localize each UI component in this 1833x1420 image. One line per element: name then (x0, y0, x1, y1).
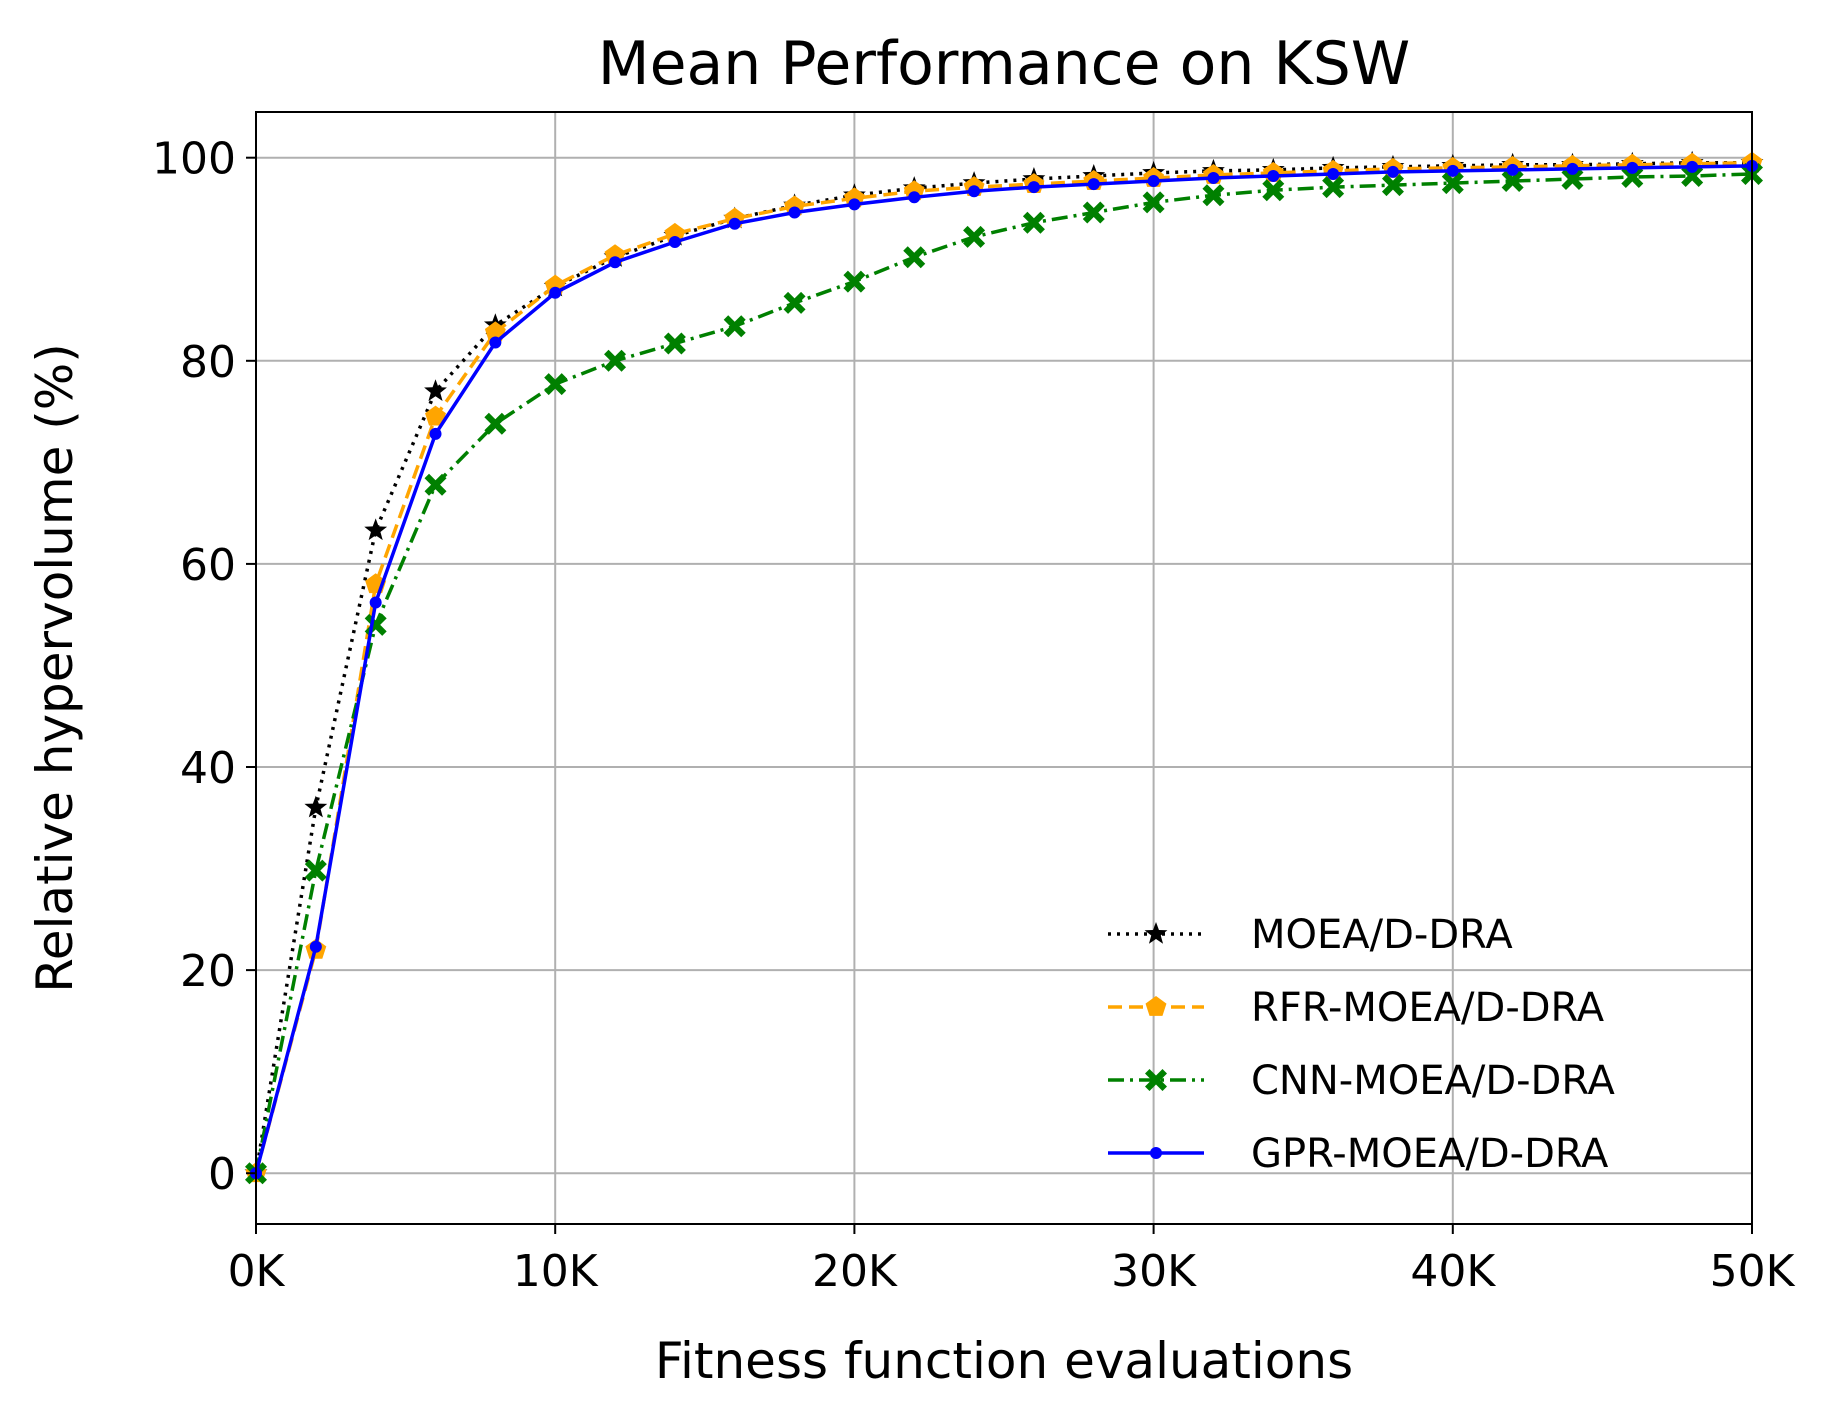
data-point (843, 270, 866, 293)
x-tick-label: 30K (1111, 1246, 1197, 1297)
data-point (484, 412, 507, 435)
data-point (1441, 172, 1464, 195)
x-tick-label: 50K (1710, 1246, 1796, 1297)
legend: MOEA/D-DRA RFR-MOEA/D-DRA CNN-MOEA/D-DRA GP… (1108, 912, 1616, 1177)
data-point (1626, 161, 1639, 174)
legend-marker-star-icon (1144, 922, 1168, 944)
legend-item-moea-d-dra: MOEA/D-DRA (1108, 912, 1513, 958)
y-tick-label: 60 (180, 540, 236, 591)
data-point (968, 185, 981, 198)
data-point (364, 518, 388, 541)
data-point (364, 613, 387, 636)
chart-title: Mean Performance on KSW (598, 29, 1410, 99)
y-tick-label: 80 (180, 337, 236, 388)
data-point (309, 940, 322, 953)
data-point (1142, 191, 1165, 214)
data-point (728, 217, 741, 230)
data-point (1381, 174, 1404, 197)
data-point (963, 225, 986, 248)
data-point (664, 222, 686, 243)
series-line (254, 164, 1753, 1174)
legend-item-gpr-moea-d-dra: GPR-MOEA/D-DRA (1108, 1131, 1609, 1177)
data-point (1501, 170, 1524, 193)
legend-label: RFR-MOEA/D-DRA (1251, 985, 1605, 1031)
data-point (1386, 165, 1399, 178)
x-axis: 0K 10K 20K 30K 40K 50K (228, 1224, 1796, 1297)
legend-label: MOEA/D-DRA (1251, 912, 1513, 958)
legend-item-rfr-moea-d-dra: RFR-MOEA/D-DRA (1108, 985, 1605, 1031)
data-point (425, 405, 446, 426)
data-point (1506, 163, 1519, 176)
series-cnn-moea-d-dra (245, 162, 1763, 1185)
data-point (1267, 169, 1280, 182)
legend-marker-x-filled-icon (1145, 1069, 1167, 1091)
y-axis: 0 20 40 60 80 100 (152, 134, 256, 1200)
legend-label: CNN-MOEA/D-DRA (1251, 1058, 1616, 1104)
data-point (1681, 164, 1704, 187)
data-point (429, 427, 442, 440)
data-point (424, 473, 447, 496)
data-point (424, 379, 447, 401)
legend-marker-pentagon-icon (1145, 996, 1167, 1016)
data-point (1686, 160, 1699, 173)
data-point (369, 596, 382, 609)
data-point (663, 332, 686, 355)
y-axis-label: Relative hypervolume (%) (26, 343, 84, 993)
data-point (788, 206, 801, 219)
legend-item-cnn-moea-d-dra: CNN-MOEA/D-DRA (1108, 1058, 1616, 1104)
x-axis-label: Fitness function evaluations (655, 1332, 1353, 1390)
y-tick-label: 20 (180, 946, 236, 997)
data-point (1082, 201, 1105, 224)
plot-frame (255, 111, 1753, 1225)
x-tick-label: 40K (1410, 1246, 1496, 1297)
data-point (604, 349, 627, 372)
data-point (544, 373, 567, 396)
data-point (1207, 172, 1220, 185)
data-point (1202, 184, 1225, 207)
x-tick-label: 20K (812, 1246, 898, 1297)
data-point (1322, 176, 1345, 199)
data-point (1147, 175, 1160, 188)
y-tick-label: 40 (180, 743, 236, 794)
data-point (783, 291, 806, 314)
data-point (304, 859, 327, 882)
data-point (1327, 167, 1340, 180)
data-point (549, 286, 562, 299)
data-point (1027, 181, 1040, 194)
data-point (1087, 178, 1100, 191)
y-tick-label: 0 (208, 1149, 236, 1200)
data-point (908, 191, 921, 204)
data-point (1621, 165, 1644, 188)
data-point (1022, 211, 1045, 234)
series-line (254, 161, 1753, 1174)
legend-marker-circle-icon (1150, 1147, 1162, 1159)
data-point (304, 795, 328, 818)
data-point (723, 315, 746, 338)
legend-label: GPR-MOEA/D-DRA (1251, 1131, 1609, 1177)
data-point (1561, 168, 1584, 191)
data-point (1566, 162, 1579, 175)
data-point (668, 235, 681, 248)
data-point (903, 246, 926, 269)
series-gpr-moea-d-dra (250, 159, 1758, 1180)
data-point (848, 198, 861, 211)
x-tick-label: 10K (513, 1246, 599, 1297)
data-point (1446, 164, 1459, 177)
y-tick-label: 100 (152, 134, 236, 185)
data-point (489, 336, 502, 349)
data-point (609, 256, 622, 269)
data-point (1262, 179, 1285, 202)
series-group (244, 150, 1764, 1185)
x-tick-label: 0K (228, 1246, 286, 1297)
